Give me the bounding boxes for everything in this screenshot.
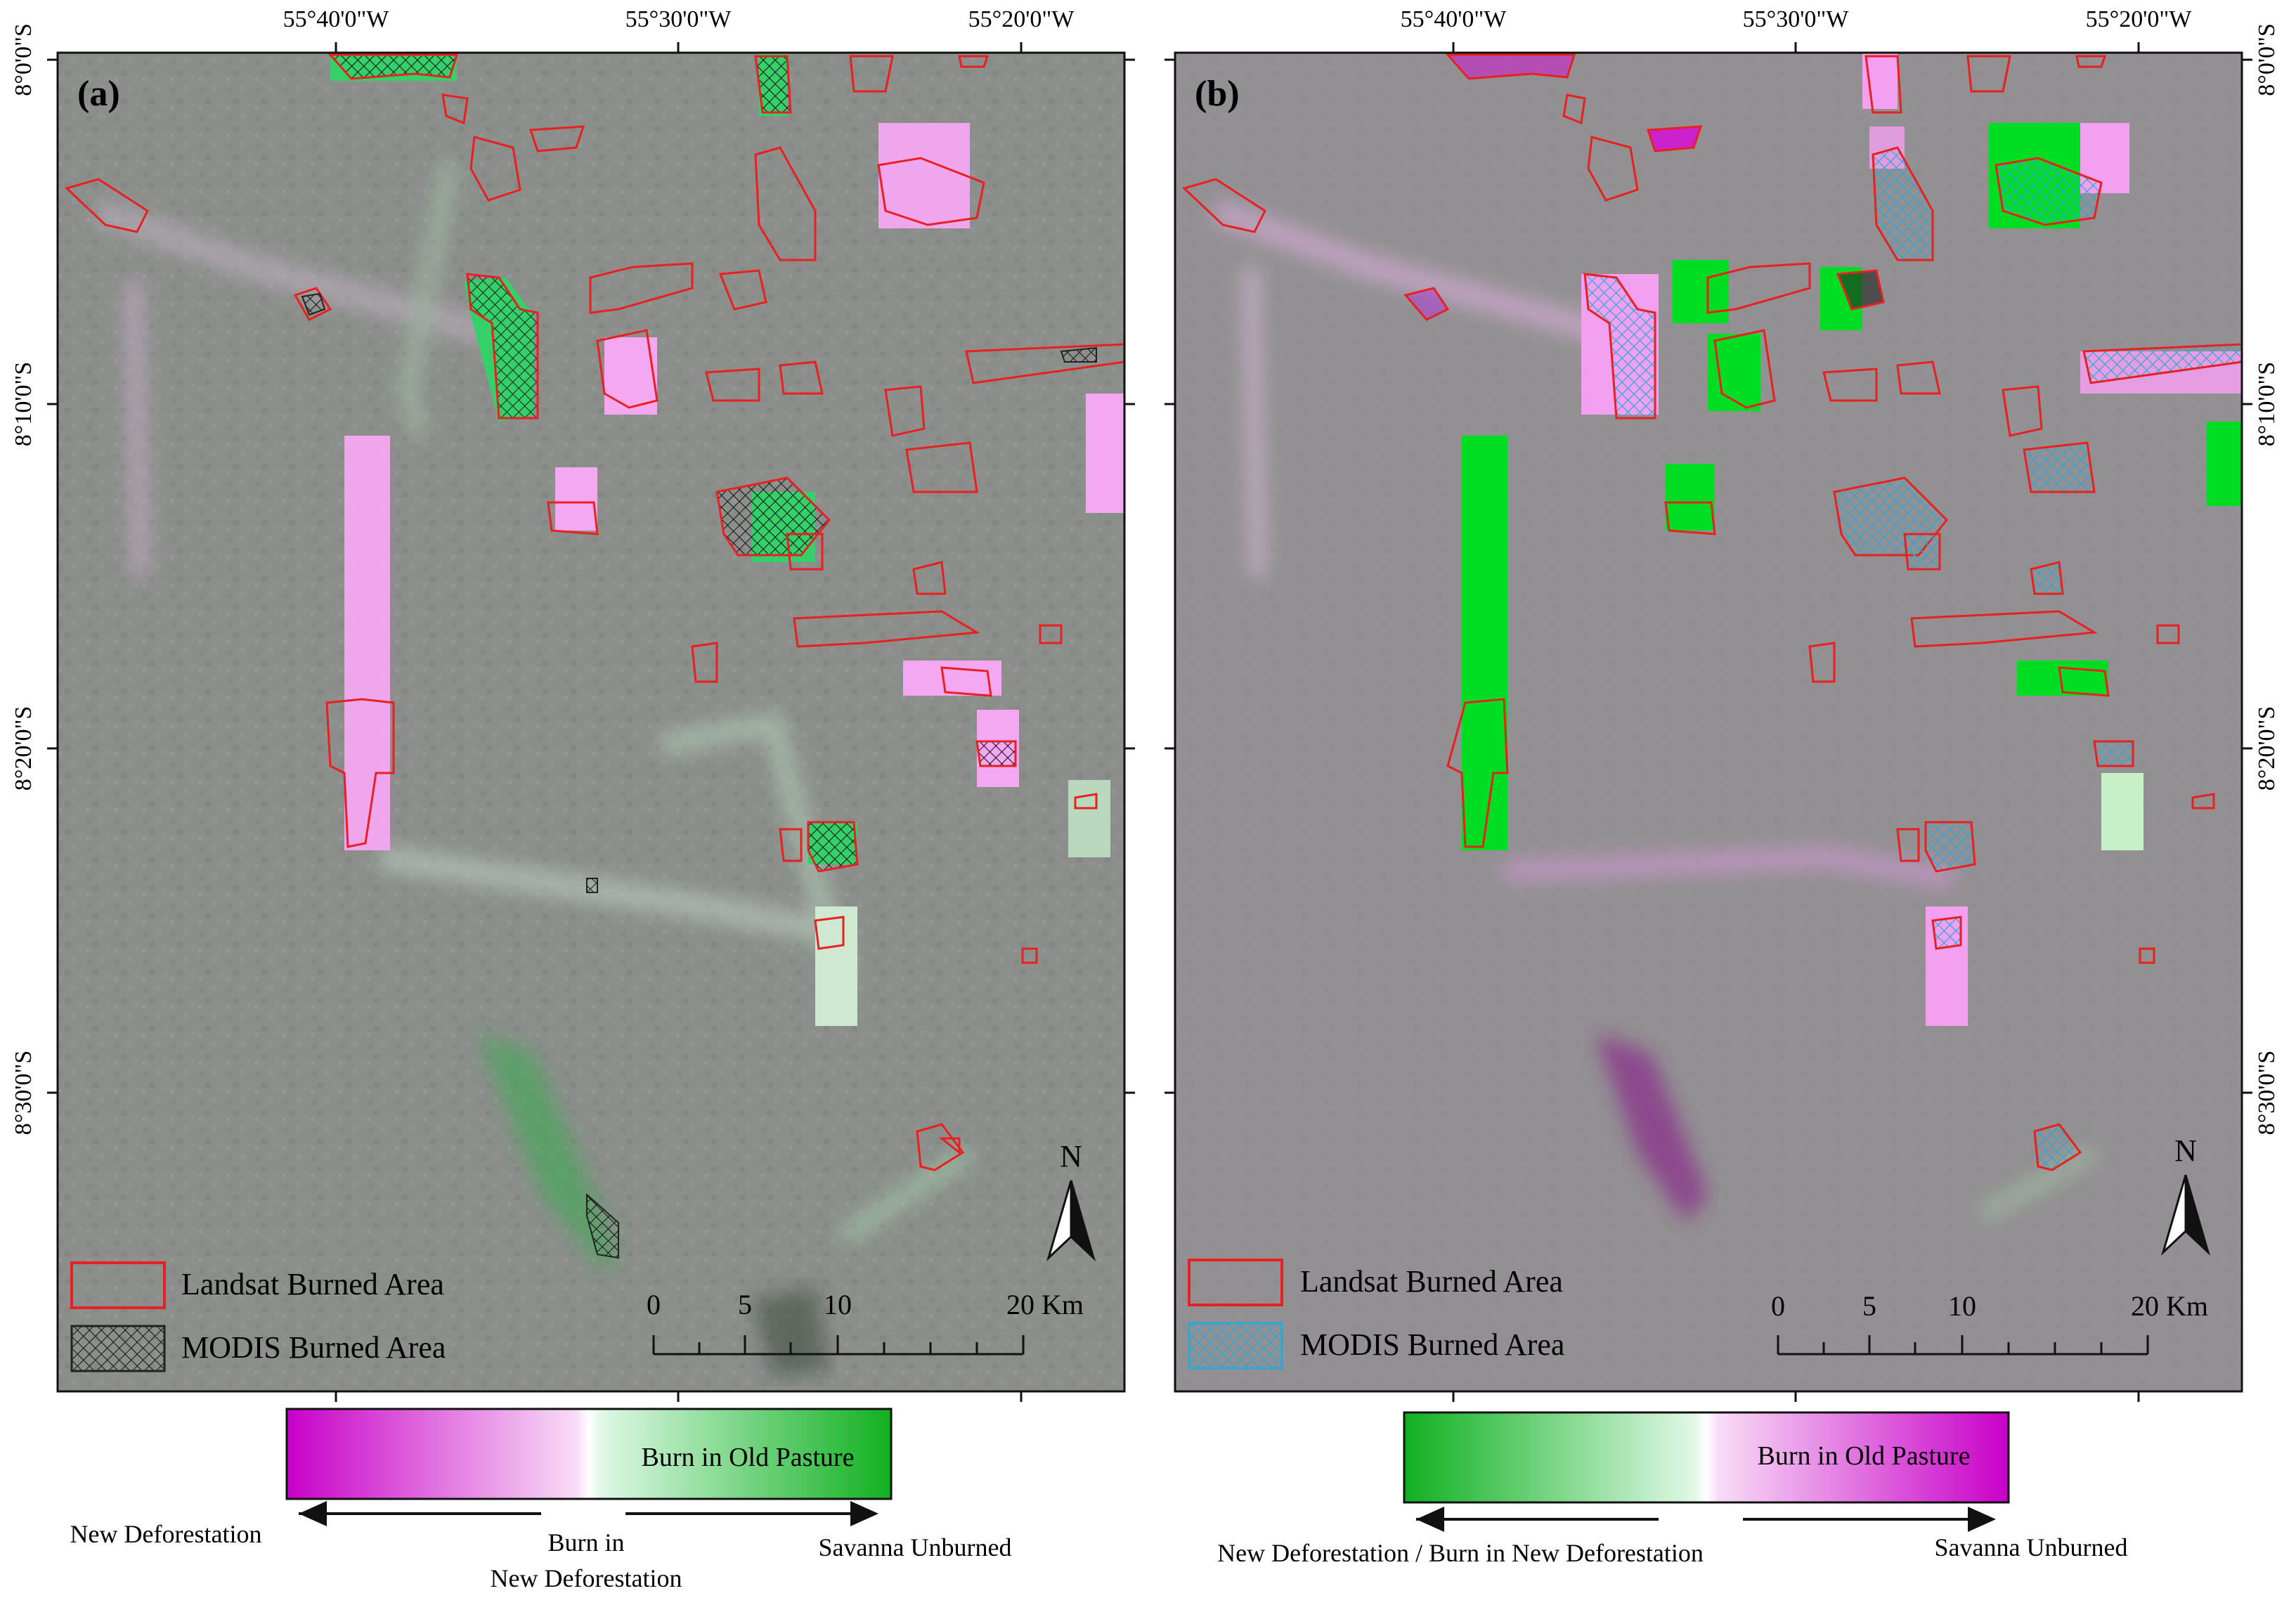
pink-strip — [344, 436, 390, 850]
panel-b-legend-modis-label: MODIS Burned Area — [1300, 1327, 1564, 1362]
panel-a-pink-patches — [344, 123, 1124, 1026]
panel-b-north-letter: N — [2174, 1133, 2197, 1168]
panel-a-scale-0: 0 — [647, 1289, 661, 1320]
panel-a-legend-landsat-label: Landsat Burned Area — [181, 1267, 444, 1301]
panel-b-lon-label-1: 55°40'0"W — [1401, 6, 1507, 32]
panel-a-colorbar-gradient — [285, 1408, 893, 1500]
panel-a-legend-modis-label: MODIS Burned Area — [181, 1330, 446, 1365]
panel-b-legend-landsat-label: Landsat Burned Area — [1300, 1264, 1563, 1299]
panel-b-lat-label-2: 8°10'0"S — [2254, 362, 2280, 447]
panel-a-colorbar-center-label-1: Burn in — [547, 1528, 624, 1557]
panel-a-legend-modis-swatch — [70, 1325, 166, 1372]
panel-a-ticks — [47, 42, 1135, 1402]
panel-a-lat-label-3: 8°20'0"S — [11, 706, 37, 791]
panel-a-green-diffuse — [478, 1033, 618, 1272]
panel-b-ticks — [1165, 42, 2252, 1402]
panel-b-scale-5: 5 — [1862, 1290, 1876, 1322]
panel-b-colorbar: Burn in Old Pasture New Deforestation / … — [1217, 1411, 2128, 1567]
panel-b-colorbar-mid-label: Burn in Old Pasture — [1758, 1441, 1971, 1471]
panel-a-scalebar: 0 5 10 20 Km — [647, 1289, 1084, 1356]
panel-a-tracks — [94, 160, 975, 1245]
panel-b-lon-label-3: 55°20'0"W — [2086, 6, 2193, 32]
panel-a-frame — [56, 51, 1126, 1393]
panel-a-north-arrow: N — [1046, 1139, 1096, 1261]
panel-b-tracks — [1212, 200, 2099, 1223]
panel-b-lat-label-3: 8°20'0"S — [2254, 706, 2280, 791]
panel-a-north-letter: N — [1060, 1139, 1082, 1174]
panel-b-colorbar-right-label: Savanna Unburned — [1935, 1533, 2128, 1561]
panel-a-scale-10: 10 — [824, 1289, 852, 1320]
panel-a-lat-label-2: 8°10'0"S — [11, 362, 37, 447]
panel-a-label: (a) — [77, 74, 120, 114]
panel-a: 55°40'0"W 55°30'0"W 55°20'0"W 8°0'0"S 8°… — [11, 6, 1135, 1592]
panel-a-lat-label-1: 8°0'0"S — [11, 23, 37, 96]
panel-b-purple-diffuse — [1595, 1033, 1708, 1223]
panel-a-colorbar-right-label: Savanna Unburned — [819, 1533, 1012, 1561]
panel-a-colorbar-left-label: New Deforestation — [70, 1520, 262, 1548]
panel-b-legend-modis-swatch — [1188, 1322, 1283, 1370]
panel-b: 55°40'0"W 55°30'0"W 55°20'0"W 8°0'0"S 8°… — [1165, 6, 2280, 1567]
green-strip — [1462, 436, 1507, 850]
panel-b-label: (b) — [1195, 74, 1240, 114]
panel-b-lat-label-1: 8°0'0"S — [2254, 23, 2280, 96]
panel-b-frame — [1174, 51, 2243, 1393]
panel-a-lon-label-2: 55°30'0"W — [625, 6, 732, 32]
panel-b-colorbar-left-label: New Deforestation / Burn in New Deforest… — [1217, 1539, 1704, 1567]
panel-b-lat-label-4: 8°30'0"S — [2254, 1051, 2280, 1136]
panel-a-colorbar-center-label-2: New Deforestation — [491, 1564, 682, 1592]
panel-a-scale-20: 20 Km — [1006, 1289, 1084, 1320]
panel-b-colorbar-gradient — [1403, 1411, 2010, 1504]
panel-a-colorbar-mid-label: Burn in Old Pasture — [642, 1443, 855, 1472]
panel-b-scalebar: 0 5 10 20 Km — [1771, 1290, 2208, 1356]
panel-b-legend-landsat-swatch — [1188, 1259, 1283, 1306]
panel-b-scale-10: 10 — [1948, 1290, 1976, 1322]
panel-b-north-arrow: N — [2161, 1133, 2210, 1256]
panel-b-scale-20: 20 Km — [2131, 1290, 2208, 1322]
panel-b-map — [1175, 53, 2242, 1391]
panel-a-legend-landsat-swatch — [70, 1261, 166, 1309]
panel-b-lon-label-2: 55°30'0"W — [1743, 6, 1850, 32]
panel-a-lat-label-4: 8°30'0"S — [11, 1051, 37, 1136]
panel-a-lon-label-1: 55°40'0"W — [283, 6, 390, 32]
panel-a-landsat-burned-areas — [65, 53, 1124, 1171]
panel-a-colorbar: Burn in Old Pasture New Deforestation Bu… — [70, 1408, 1012, 1592]
panel-a-modis-burned-areas — [301, 292, 1097, 1259]
panel-a-scale-5: 5 — [738, 1289, 752, 1320]
panel-b-landsat-burned-areas — [1182, 53, 2242, 1171]
panel-a-lon-label-3: 55°20'0"W — [968, 6, 1075, 32]
panel-b-scale-0: 0 — [1771, 1290, 1785, 1322]
panel-a-map — [58, 53, 1124, 1391]
